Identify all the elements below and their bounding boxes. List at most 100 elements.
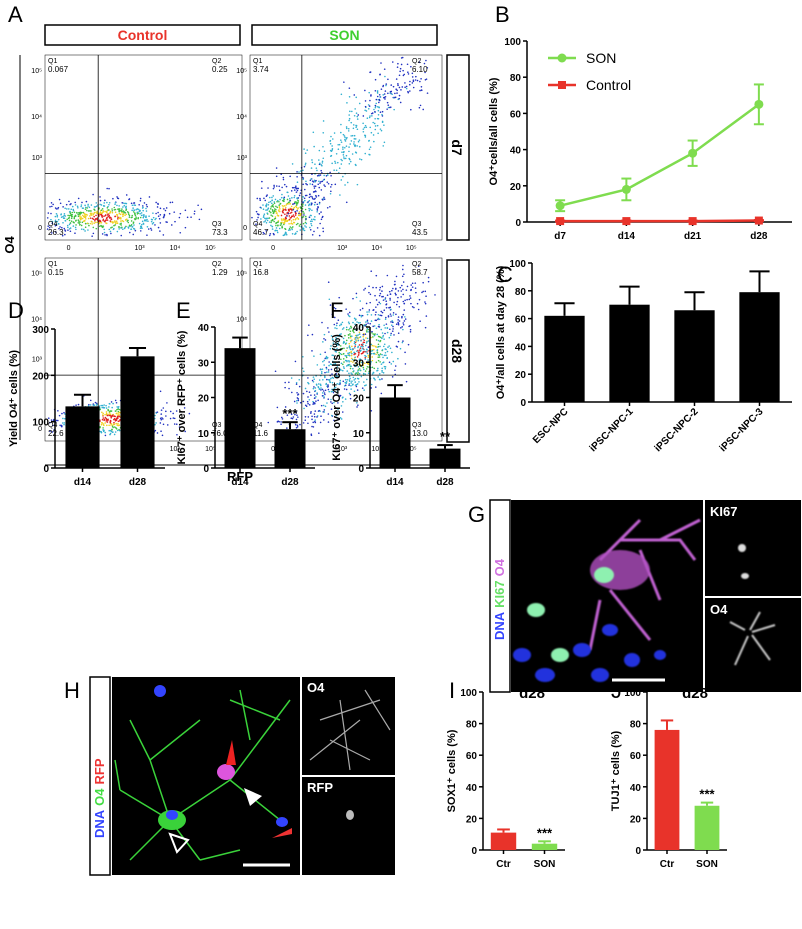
event-dot bbox=[111, 430, 113, 432]
event-dot bbox=[71, 220, 73, 222]
event-dot bbox=[112, 212, 114, 214]
event-dot bbox=[126, 203, 128, 205]
event-dot bbox=[82, 221, 84, 223]
event-dot bbox=[133, 224, 135, 226]
event-dot bbox=[117, 222, 119, 224]
event-dot bbox=[390, 334, 392, 336]
event-dot bbox=[272, 210, 274, 212]
event-dot bbox=[349, 312, 351, 314]
event-dot bbox=[357, 389, 359, 391]
event-dot bbox=[93, 222, 95, 224]
event-dot bbox=[362, 346, 364, 348]
event-dot bbox=[315, 396, 317, 398]
event-dot bbox=[365, 106, 367, 108]
bar bbox=[275, 429, 306, 468]
event-dot bbox=[123, 221, 125, 223]
event-dot bbox=[155, 430, 157, 432]
event-dot bbox=[339, 194, 341, 196]
y-tick-label: 40 bbox=[466, 783, 478, 794]
event-dot bbox=[413, 87, 415, 89]
y-axis-label: O4 bbox=[2, 236, 17, 254]
chart-title: d28 bbox=[682, 685, 708, 702]
event-dot bbox=[288, 388, 290, 390]
event-dot bbox=[145, 217, 147, 219]
event-dot bbox=[361, 159, 363, 161]
event-dot bbox=[366, 379, 368, 381]
event-dot bbox=[318, 180, 320, 182]
event-dot bbox=[384, 355, 386, 357]
event-dot bbox=[84, 220, 86, 222]
event-dot bbox=[52, 204, 54, 206]
event-dot bbox=[354, 341, 356, 343]
event-dot bbox=[281, 219, 283, 221]
event-dot bbox=[368, 346, 370, 348]
event-dot bbox=[369, 127, 371, 129]
event-dot bbox=[62, 418, 64, 420]
event-dot bbox=[378, 110, 380, 112]
event-dot bbox=[385, 304, 387, 306]
event-dot bbox=[400, 68, 402, 70]
event-dot bbox=[375, 103, 377, 105]
event-dot bbox=[344, 388, 346, 390]
event-dot bbox=[341, 93, 343, 95]
event-dot bbox=[389, 298, 391, 300]
event-dot bbox=[343, 154, 345, 156]
legend-marker bbox=[558, 81, 566, 89]
event-dot bbox=[77, 207, 79, 209]
event-dot bbox=[169, 213, 171, 215]
event-dot bbox=[103, 215, 105, 217]
event-dot bbox=[331, 184, 333, 186]
event-dot bbox=[379, 356, 381, 358]
event-dot bbox=[150, 228, 152, 230]
event-dot bbox=[59, 424, 61, 426]
event-dot bbox=[379, 373, 381, 375]
event-dot bbox=[305, 183, 307, 185]
event-dot bbox=[129, 216, 131, 218]
event-dot bbox=[48, 212, 50, 214]
event-dot bbox=[403, 74, 405, 76]
event-dot bbox=[62, 222, 64, 224]
event-dot bbox=[384, 368, 386, 370]
event-dot bbox=[348, 329, 350, 331]
legend-label: Control bbox=[586, 77, 631, 93]
event-dot bbox=[313, 185, 315, 187]
event-dot bbox=[316, 416, 318, 418]
event-dot bbox=[326, 379, 328, 381]
x-tick-label: d28 bbox=[281, 477, 299, 488]
event-dot bbox=[383, 372, 385, 374]
event-dot bbox=[401, 64, 403, 66]
event-dot bbox=[330, 143, 332, 145]
event-dot bbox=[114, 434, 116, 436]
nucleus bbox=[573, 643, 591, 657]
stain-labels: DNAKI67O4 bbox=[492, 558, 507, 640]
y-tick-label: 10³ bbox=[32, 357, 43, 364]
event-dot bbox=[277, 221, 279, 223]
event-dot bbox=[358, 381, 360, 383]
y-tick-label: 10 bbox=[198, 429, 210, 440]
event-dot bbox=[345, 342, 347, 344]
event-dot bbox=[356, 335, 358, 337]
event-dot bbox=[260, 218, 262, 220]
event-dot bbox=[376, 350, 378, 352]
event-dot bbox=[418, 309, 420, 311]
event-dot bbox=[317, 206, 319, 208]
significance: ** bbox=[440, 429, 451, 444]
event-dot bbox=[421, 86, 423, 88]
event-dot bbox=[303, 212, 305, 214]
event-dot bbox=[397, 85, 399, 87]
event-dot bbox=[105, 223, 107, 225]
event-dot bbox=[140, 200, 142, 202]
event-dot bbox=[96, 213, 98, 215]
event-dot bbox=[397, 297, 399, 299]
event-dot bbox=[325, 383, 327, 385]
event-dot bbox=[127, 226, 129, 228]
event-dot bbox=[367, 314, 369, 316]
event-dot bbox=[323, 179, 325, 181]
event-dot bbox=[384, 348, 386, 350]
y-axis-label: O4⁺/all cells at day 28 (%) bbox=[495, 265, 507, 399]
event-dot bbox=[323, 409, 325, 411]
event-dot bbox=[310, 394, 312, 396]
event-dot bbox=[359, 315, 361, 317]
y-tick-label: 100 bbox=[32, 418, 49, 429]
event-dot bbox=[323, 120, 325, 122]
